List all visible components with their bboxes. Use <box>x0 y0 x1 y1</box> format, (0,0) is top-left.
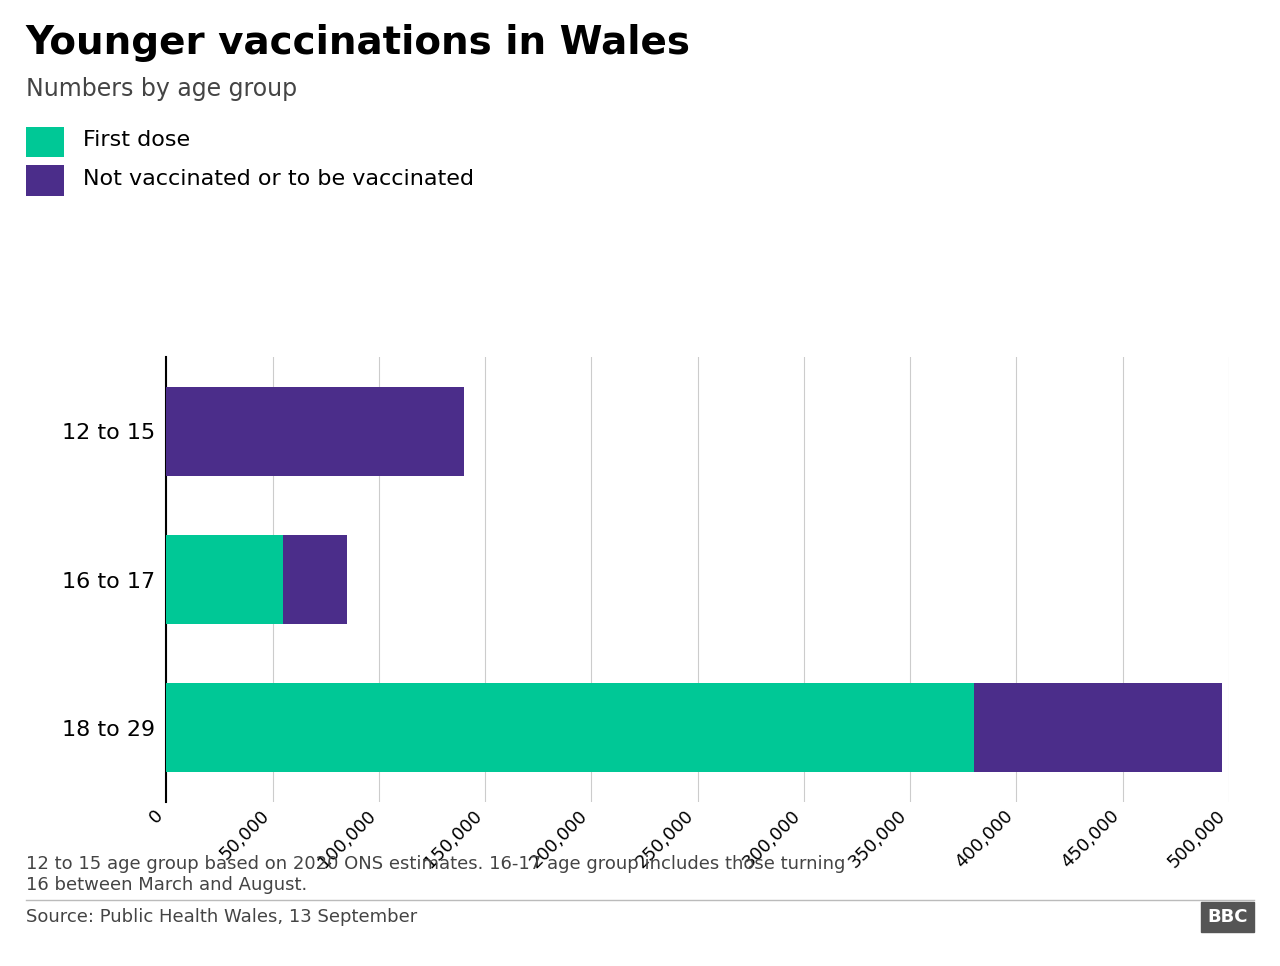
Text: Numbers by age group: Numbers by age group <box>26 77 297 101</box>
Text: Not vaccinated or to be vaccinated: Not vaccinated or to be vaccinated <box>83 169 474 188</box>
Bar <box>974 683 1222 772</box>
Text: First dose: First dose <box>83 130 191 150</box>
Bar <box>166 387 463 476</box>
Bar <box>166 535 283 624</box>
Text: Source: Public Health Wales, 13 September: Source: Public Health Wales, 13 Septembe… <box>26 908 417 926</box>
Text: BBC: BBC <box>1207 908 1248 926</box>
Text: Younger vaccinations in Wales: Younger vaccinations in Wales <box>26 24 691 62</box>
Text: 12 to 15 age group based on 2020 ONS estimates. 16-17 age group includes those t: 12 to 15 age group based on 2020 ONS est… <box>26 855 845 894</box>
Bar <box>283 535 347 624</box>
Bar <box>166 683 974 772</box>
